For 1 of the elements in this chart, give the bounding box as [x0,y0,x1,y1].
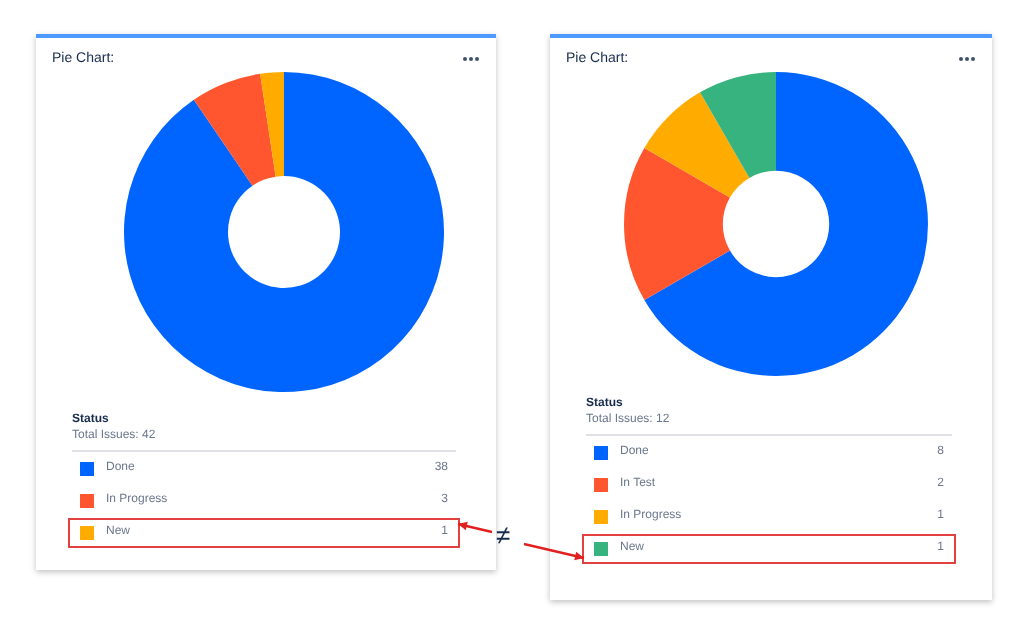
text: ≠ [496,520,511,550]
